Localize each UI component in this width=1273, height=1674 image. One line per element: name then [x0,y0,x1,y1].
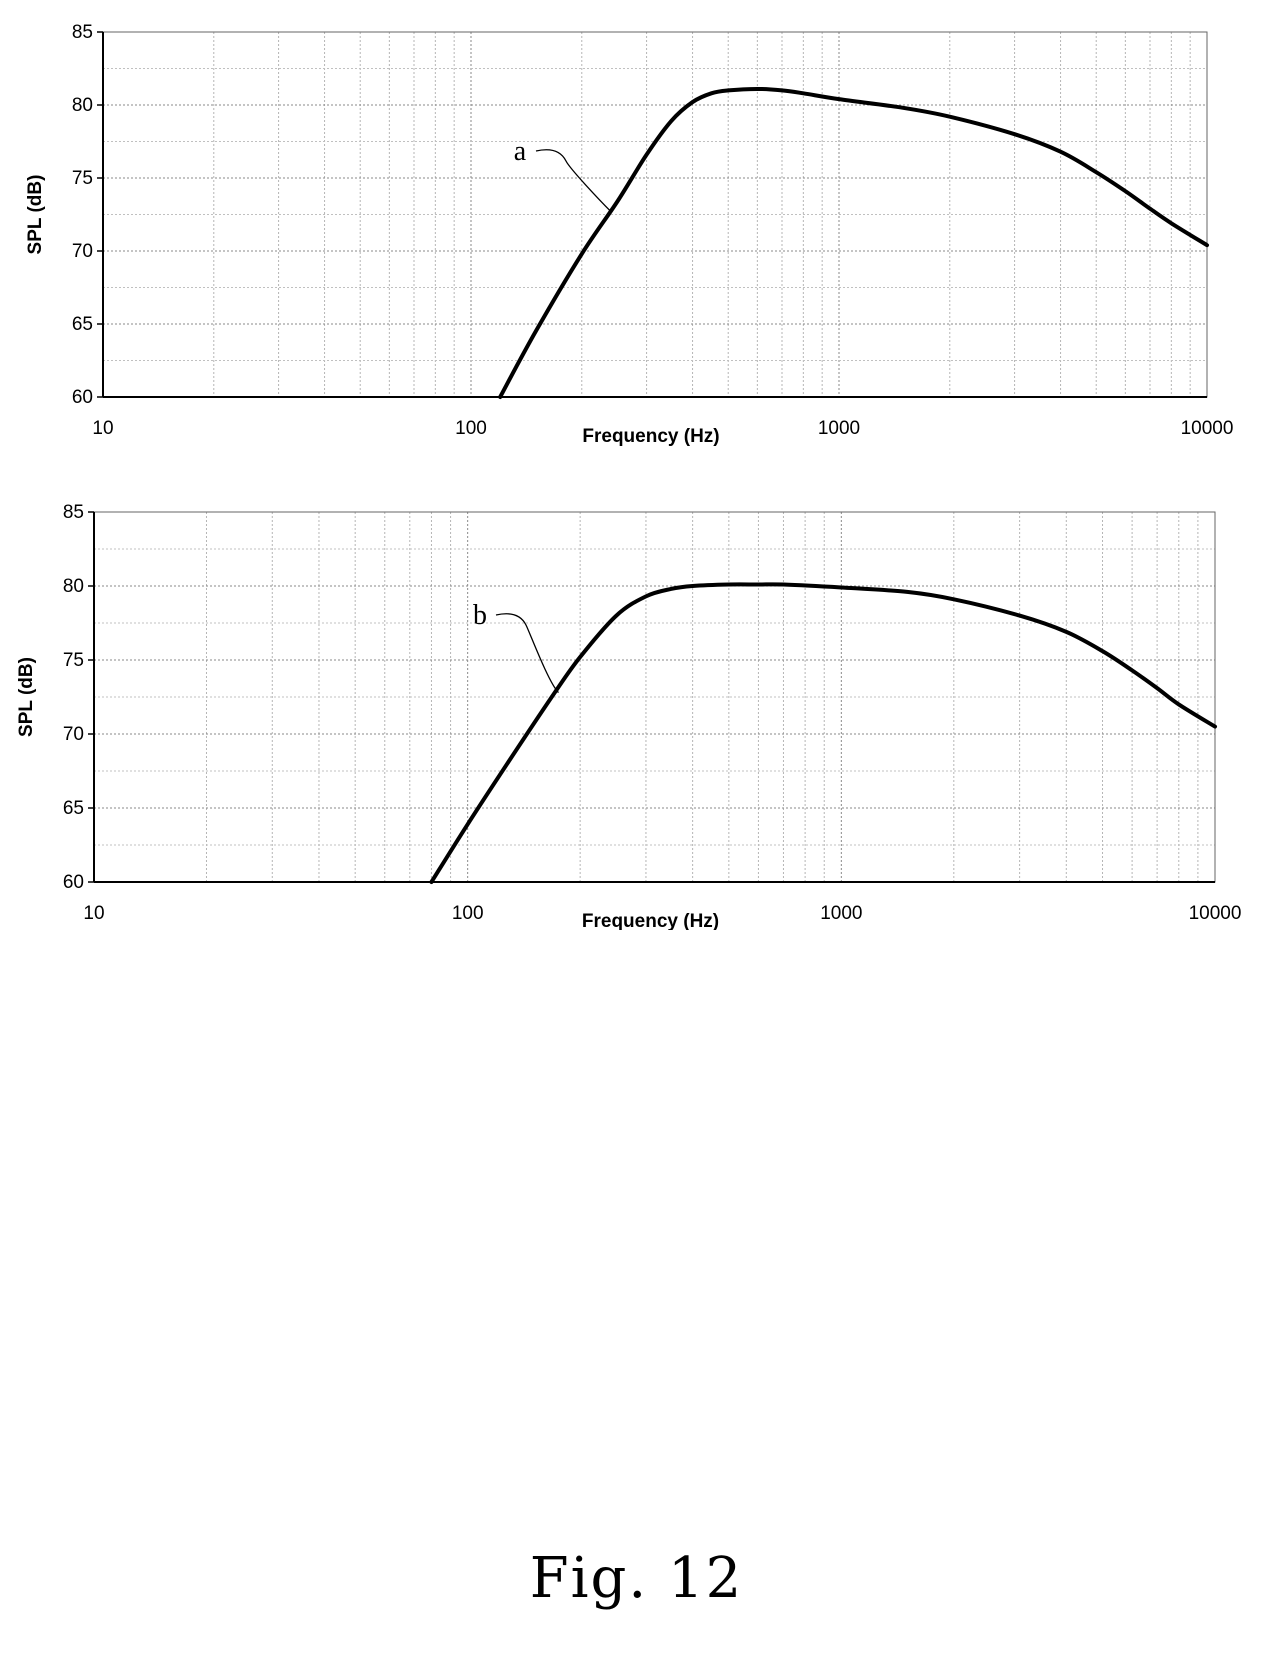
grid [103,32,1207,397]
y-tick-label: 60 [72,387,93,408]
x-tick-label: 100 [452,903,484,924]
y-tick-label: 60 [63,872,84,893]
figure-caption: Fig. 12 [529,1546,744,1611]
grid [94,512,1215,882]
y-tick-label: 70 [72,241,93,262]
y-tick-label: 75 [72,168,93,189]
x-tick-label: 10000 [1189,903,1242,924]
y-axis-title: SPL (dB) [16,657,37,737]
x-tick-label: 10000 [1181,418,1234,439]
x-tick-label: 10 [92,418,113,439]
series-line-b [429,582,1217,884]
y-tick-label: 65 [63,798,84,819]
series-line-a [498,86,1209,399]
y-tick-label: 70 [63,724,84,745]
x-tick-label: 10 [83,903,104,924]
y-tick-label: 85 [72,22,93,43]
x-axis-title: Frequency (Hz) [582,426,719,447]
y-tick-label: 85 [63,502,84,523]
y-tick-label: 80 [63,576,84,597]
y-axis-title: SPL (dB) [25,175,46,255]
y-tick-label: 75 [63,650,84,671]
curve-label-leader [535,149,612,213]
curve-label-a: a [514,136,527,167]
x-tick-label: 100 [455,418,487,439]
y-tick-label: 65 [72,314,93,335]
x-tick-label: 1000 [818,418,860,439]
chart-b: 60 65 70 75 80 85 10 100 1000 10000 Frequency (Hz)… [16,502,1242,930]
x-axis-title: Frequency (Hz) [582,911,719,930]
x-tick-label: 1000 [820,903,862,924]
y-tick-label: 80 [72,95,93,116]
curve-label-b: b [473,600,487,631]
curve-label-leader [495,613,559,694]
chart-a: 60 65 70 75 80 85 10 100 1000 10000 Frequency (Hz)… [25,22,1234,447]
